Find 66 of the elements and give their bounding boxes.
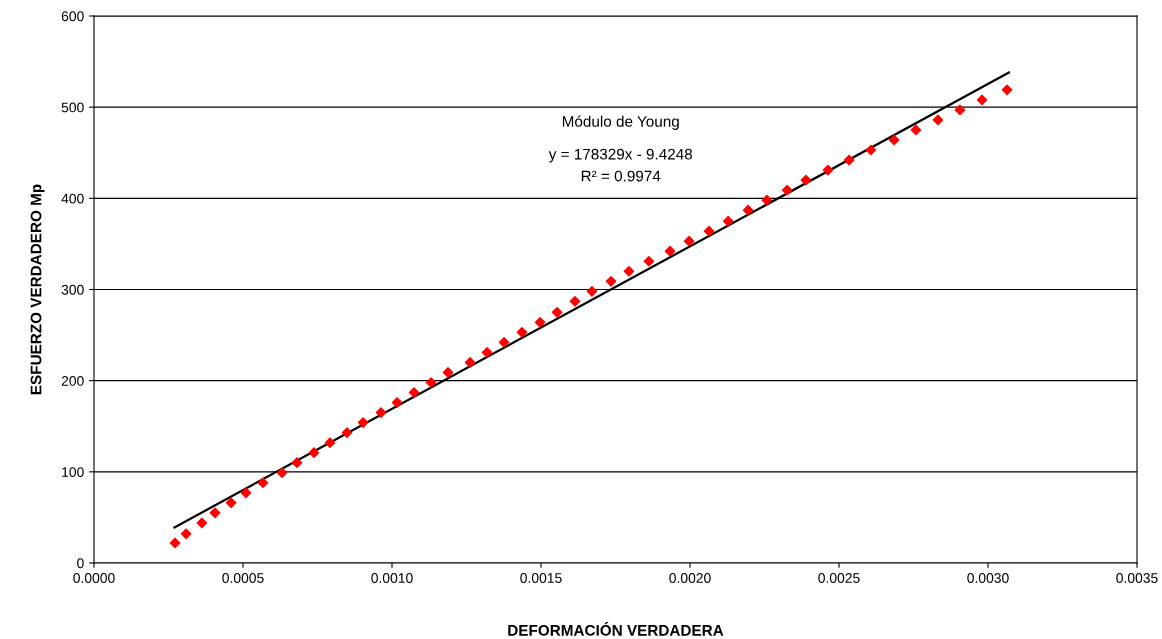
point xyxy=(605,275,617,287)
point xyxy=(843,154,855,166)
point xyxy=(408,387,420,398)
point xyxy=(481,347,493,358)
point xyxy=(551,306,563,318)
point xyxy=(822,164,834,176)
point xyxy=(516,327,528,338)
point xyxy=(291,457,303,469)
y-tick-label: 100 xyxy=(62,467,84,477)
point xyxy=(932,114,944,126)
y-tick-label: 500 xyxy=(61,102,84,113)
point xyxy=(683,235,695,247)
y-tick-label: 400 xyxy=(61,193,84,204)
y-tick-label: 0 xyxy=(77,558,84,569)
point xyxy=(308,447,320,458)
point xyxy=(888,134,900,146)
point xyxy=(240,487,252,499)
point xyxy=(742,204,754,216)
point xyxy=(910,124,922,136)
y-tick-label: 200 xyxy=(61,376,84,386)
point xyxy=(1001,84,1013,96)
point xyxy=(586,286,598,297)
x-tick-label: 0.0005 xyxy=(222,573,264,583)
x-tick-label: 0.0025 xyxy=(818,573,860,583)
point xyxy=(761,194,773,206)
point xyxy=(623,265,635,277)
point xyxy=(341,427,353,438)
x-tick-label: 0.0015 xyxy=(520,573,562,583)
x-tick-label: 0.0010 xyxy=(371,573,413,583)
point xyxy=(257,477,269,489)
point xyxy=(569,296,581,307)
annotation: R² = 0.9974 xyxy=(581,170,661,182)
point xyxy=(442,367,454,378)
x-tick-label: 0.0020 xyxy=(669,573,711,583)
point xyxy=(324,437,336,448)
point xyxy=(464,357,476,368)
point xyxy=(976,94,988,106)
point xyxy=(357,417,369,428)
point xyxy=(276,467,288,479)
point xyxy=(954,104,966,116)
point xyxy=(534,317,546,328)
y-tick-label: 300 xyxy=(61,284,84,295)
x-tick-label: 0.0030 xyxy=(967,573,1009,583)
x-tick-label: 0.0000 xyxy=(73,573,115,583)
point xyxy=(498,337,510,348)
point xyxy=(643,255,655,267)
point xyxy=(664,245,676,257)
point xyxy=(196,517,208,529)
point xyxy=(703,225,715,237)
point xyxy=(209,507,221,519)
point xyxy=(865,144,877,156)
point xyxy=(225,497,237,509)
point xyxy=(391,397,403,408)
annotation: Módulo de Young xyxy=(562,115,679,130)
y-tick-label: 600 xyxy=(61,11,84,22)
point xyxy=(781,184,793,196)
annotation: y = 178329x - 9.4248 xyxy=(548,148,693,163)
point xyxy=(180,528,192,540)
point xyxy=(425,377,437,388)
point xyxy=(375,407,387,418)
point xyxy=(169,537,181,549)
x-tick-label: 0.0035 xyxy=(1116,573,1158,583)
point xyxy=(800,174,812,186)
point xyxy=(722,215,734,227)
y-axis-title: ESFUERZO VERDADERO Mp xyxy=(30,184,45,395)
x-axis-title: DEFORMACIÓN VERDADERA xyxy=(508,622,724,636)
